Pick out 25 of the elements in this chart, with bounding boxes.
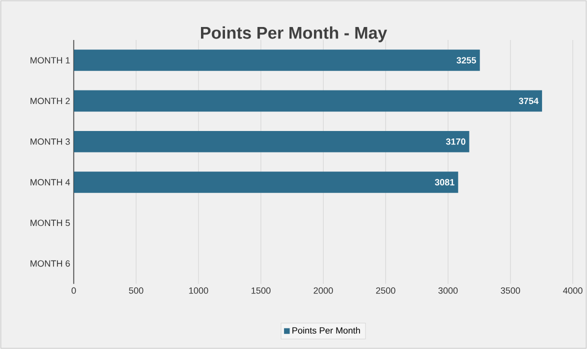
x-tick-label: 1500: [252, 287, 271, 294]
x-tick-label: 4000: [563, 287, 582, 294]
x-tick-label: 2500: [376, 287, 396, 294]
y-tick-label: MONTH 3: [30, 138, 70, 145]
bar: [74, 172, 458, 193]
data-label: 3255: [456, 57, 476, 64]
data-label: 3170: [446, 138, 466, 145]
data-label: 3754: [518, 98, 539, 104]
x-tick-label: 3500: [500, 287, 520, 294]
y-tick-label: MONTH 4: [30, 179, 70, 186]
bar: [74, 130, 470, 152]
y-tick-label: MONTH 2: [30, 98, 70, 104]
y-tick-label: MONTH 1: [30, 57, 70, 64]
bar: [74, 50, 480, 71]
chart-title: Points Per Month - May: [200, 26, 388, 42]
data-label: 3081: [434, 179, 454, 186]
y-tick-label: MONTH 5: [30, 220, 70, 226]
x-tick-label: 3000: [438, 287, 458, 294]
bar: [74, 90, 542, 112]
x-tick-label: 0: [72, 287, 76, 294]
x-tick-label: 2000: [314, 287, 333, 294]
legend-label: Points Per Month: [292, 327, 360, 334]
x-tick-label: 500: [129, 287, 144, 294]
x-tick-label: 1000: [189, 287, 208, 294]
y-tick-label: MONTH 6: [30, 260, 70, 267]
